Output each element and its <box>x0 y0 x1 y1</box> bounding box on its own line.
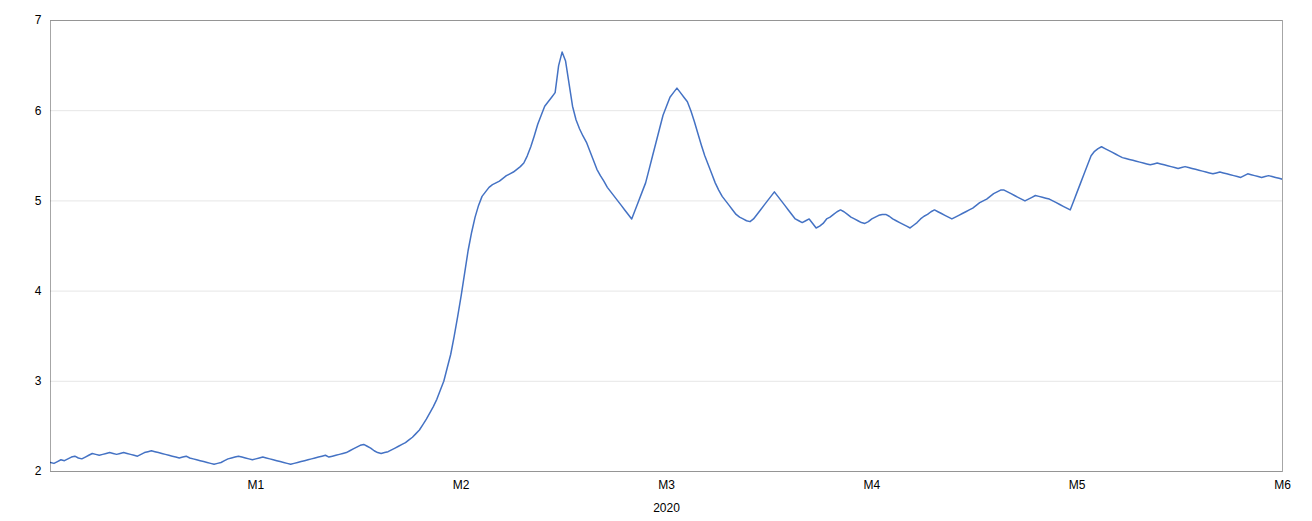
svg-text:M1: M1 <box>247 478 264 492</box>
svg-text:4: 4 <box>35 284 42 298</box>
svg-text:M3: M3 <box>658 478 675 492</box>
svg-text:M4: M4 <box>863 478 880 492</box>
svg-text:M6: M6 <box>1274 478 1291 492</box>
svg-text:6: 6 <box>35 104 42 118</box>
svg-text:M5: M5 <box>1069 478 1086 492</box>
svg-text:2020: 2020 <box>653 501 680 515</box>
svg-text:3: 3 <box>35 374 42 388</box>
svg-text:2: 2 <box>35 464 42 478</box>
svg-text:5: 5 <box>35 194 42 208</box>
svg-text:M2: M2 <box>453 478 470 492</box>
svg-text:7: 7 <box>35 13 42 27</box>
